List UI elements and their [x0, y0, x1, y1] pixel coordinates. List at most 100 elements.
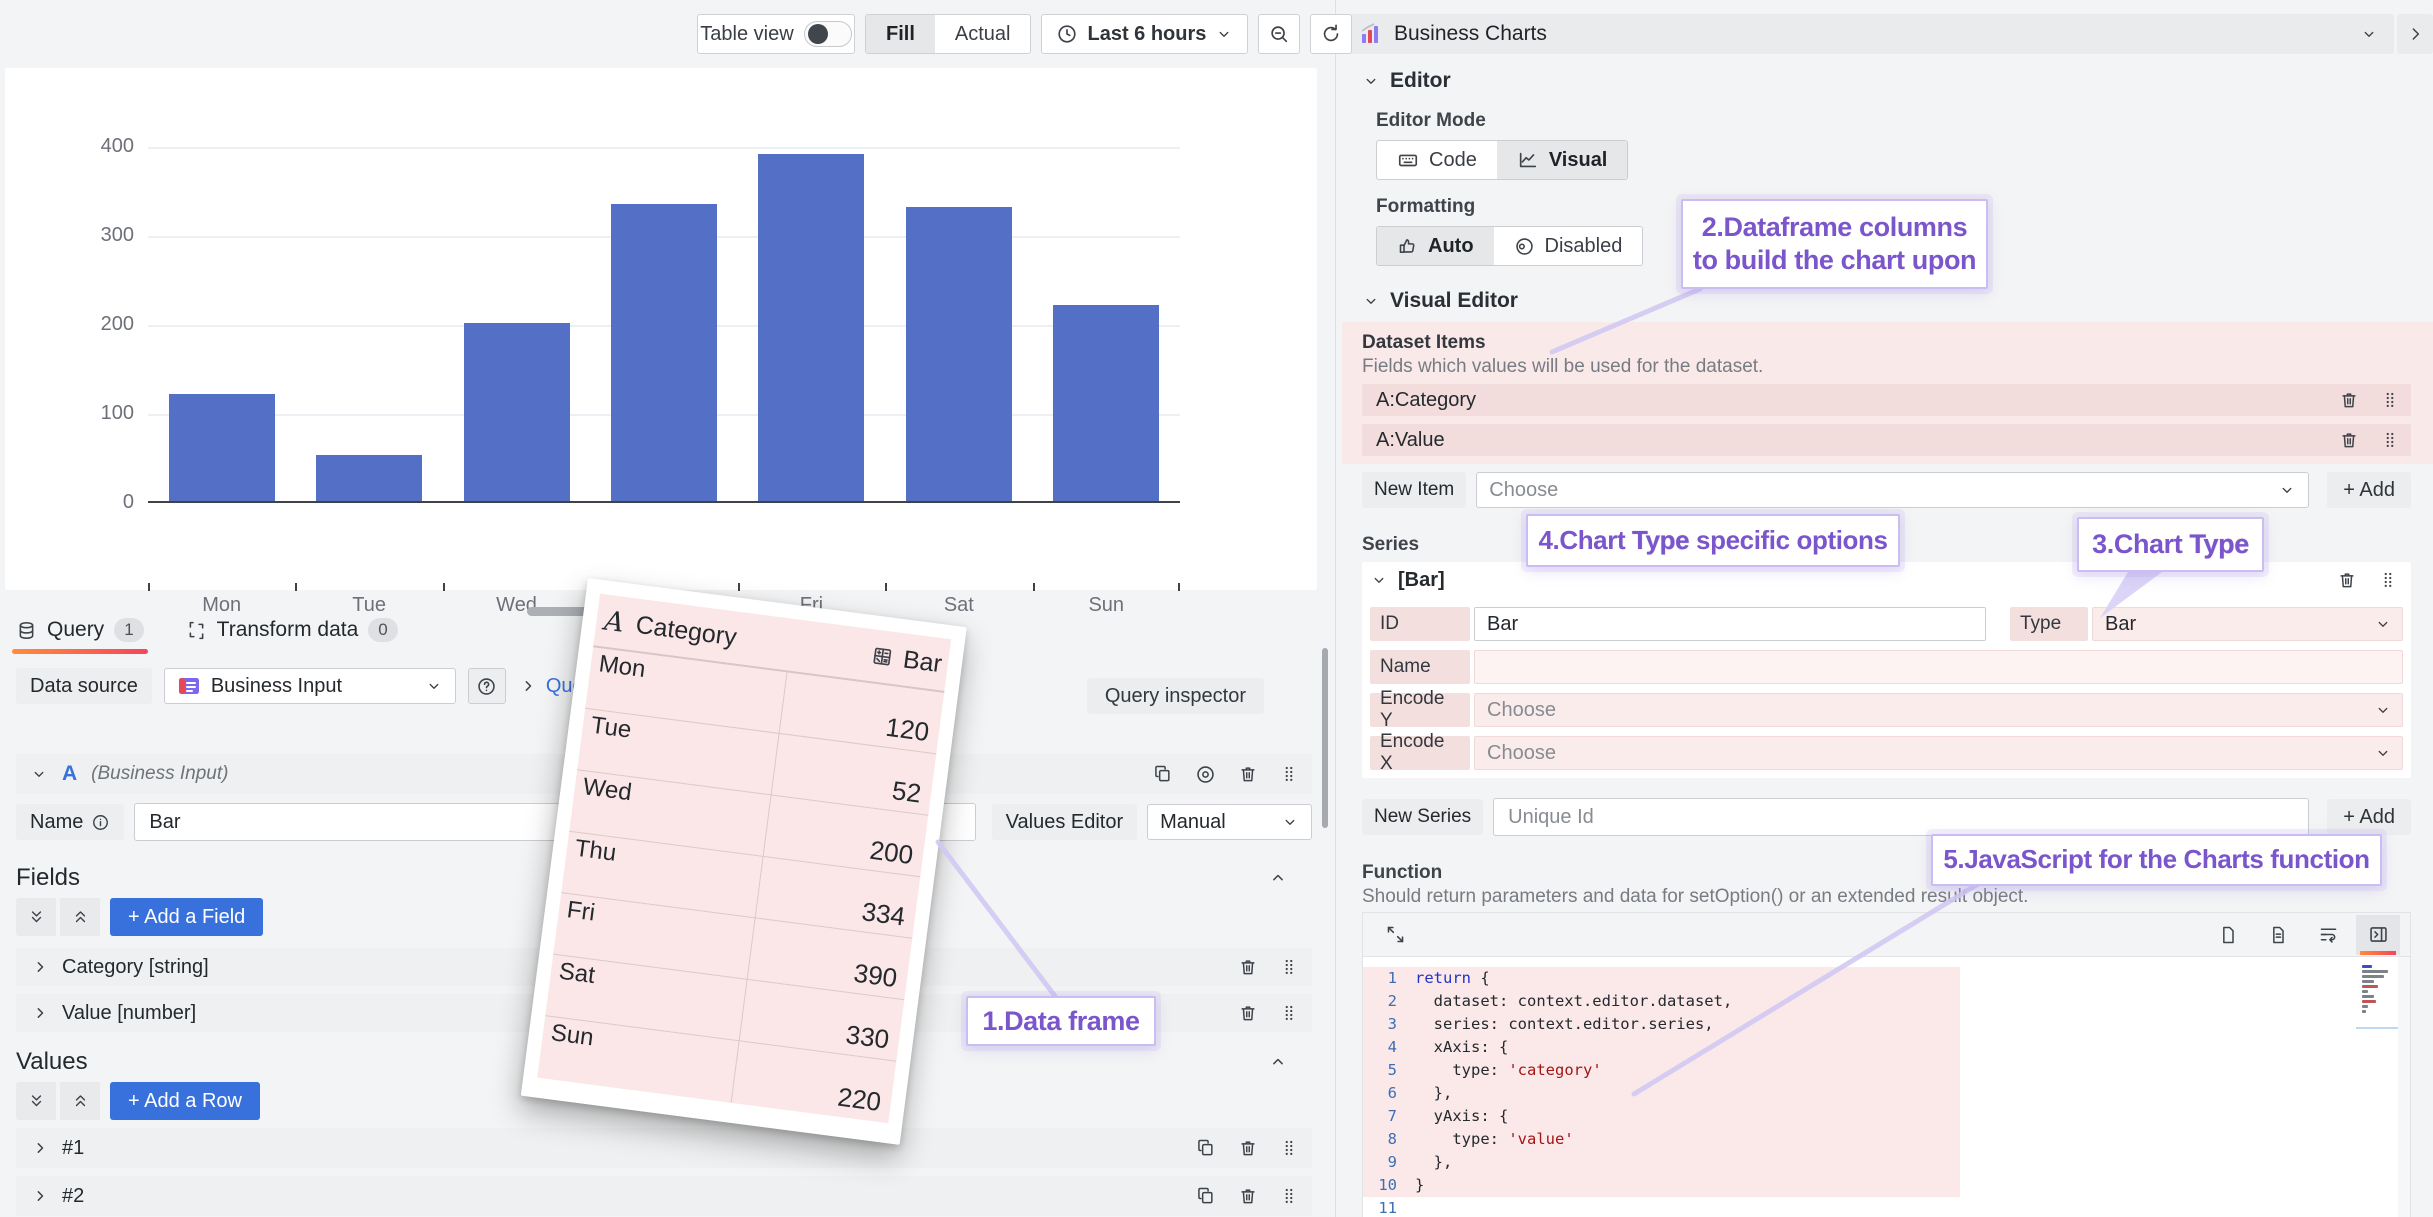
toggle-visibility-icon[interactable] [1195, 764, 1216, 785]
collapse-all-button[interactable] [16, 898, 56, 936]
datasource-label: Data source [16, 668, 152, 704]
editor-category[interactable]: Editor [1362, 68, 2411, 94]
add-item-button[interactable]: + Add [2327, 472, 2411, 508]
series-encode-x-row: Encode X Choose [1370, 731, 2403, 774]
table-view-toggle-group[interactable]: Table view [697, 14, 855, 54]
wrap-lines-button[interactable] [2306, 915, 2350, 955]
bar-sat[interactable] [905, 207, 1012, 501]
panel-right-icon [2368, 924, 2389, 945]
dataset-item[interactable]: A:Value [1362, 424, 2411, 456]
duplicate-query-icon[interactable] [1153, 764, 1173, 784]
dataframe-header: A Category Bar [593, 593, 952, 693]
tab-query[interactable]: Query 1 [12, 608, 148, 654]
expand-all-button[interactable] [60, 898, 100, 936]
bar-tue[interactable] [316, 454, 423, 501]
trash-icon[interactable] [1238, 1003, 1258, 1023]
delete-series-icon[interactable] [2337, 570, 2357, 590]
encode-x-select[interactable]: Choose [1474, 736, 2403, 770]
visualization-picker[interactable]: Business Charts [1342, 14, 2394, 54]
fill-option[interactable]: Fill [866, 15, 935, 53]
formatting-auto[interactable]: Auto [1377, 227, 1494, 265]
double-chevron-up-icon [71, 1092, 90, 1111]
series-id-input[interactable]: Bar [1474, 607, 1986, 641]
chevron-right-icon [30, 1138, 50, 1158]
left-pane-scrollbar[interactable] [1322, 648, 1328, 828]
code-editor-body[interactable]: 1 return {2 dataset: context.editor.datas… [1363, 957, 2410, 1217]
code-line: 6 }, [1387, 1084, 1453, 1102]
series-type-select[interactable]: Bar [2092, 607, 2403, 641]
bar-sun[interactable] [1053, 305, 1160, 501]
tab-transform-data[interactable]: Transform data 0 [186, 608, 398, 652]
bar-wed[interactable] [463, 323, 570, 501]
code-line: 3 series: context.editor.series, [1387, 1015, 1714, 1033]
bar-fri[interactable] [758, 153, 865, 501]
trash-icon[interactable] [2339, 390, 2359, 410]
series-name-input[interactable] [1474, 650, 2403, 684]
expand-all-button[interactable] [60, 1082, 100, 1120]
query-inspector-button[interactable]: Query inspector [1086, 678, 1264, 714]
values-editor-value: Manual [1160, 810, 1226, 833]
copy-icon[interactable] [1196, 1186, 1216, 1206]
formatting-disabled[interactable]: Disabled [1494, 227, 1643, 265]
trash-icon[interactable] [2339, 430, 2359, 450]
actual-option[interactable]: Actual [954, 22, 1011, 45]
editor-mode-visual[interactable]: Visual [1496, 141, 1628, 179]
add-row-button[interactable]: + Add a Row [110, 1082, 260, 1120]
values-section-header: Values [16, 1048, 1312, 1076]
editor-mode-code[interactable]: Code [1377, 141, 1497, 179]
table-view-switch[interactable] [803, 21, 852, 47]
collapse-icon[interactable] [1268, 1052, 1288, 1072]
copy-icon[interactable] [1196, 1138, 1216, 1158]
drag-handle-icon[interactable] [1280, 765, 1298, 783]
value-row[interactable]: #1 [16, 1128, 1312, 1168]
time-range-picker[interactable]: Last 6 hours [1041, 14, 1249, 54]
drag-handle-icon[interactable] [2381, 391, 2399, 409]
dataset-item[interactable]: A:Category [1362, 384, 2411, 416]
new-file-button[interactable] [2206, 915, 2250, 955]
code-minimap[interactable] [2356, 963, 2398, 1029]
datasource-help-button[interactable] [467, 668, 506, 704]
drag-handle-icon[interactable] [2379, 571, 2397, 589]
editor-scrollbar-track[interactable] [2398, 957, 2410, 1217]
dataset-items-description: Fields which values will be used for the… [1362, 356, 1764, 377]
x-axis-label: Mon [202, 594, 242, 616]
bar-mon[interactable] [168, 394, 275, 501]
value-row[interactable]: #2 [16, 1176, 1312, 1216]
values-editor-select[interactable]: Manual [1147, 804, 1312, 840]
code-line: 4 xAxis: { [1387, 1038, 1509, 1056]
query-letter: A [62, 762, 78, 785]
drag-handle-icon[interactable] [2381, 431, 2399, 449]
trash-icon[interactable] [1238, 1186, 1258, 1206]
file-details-button[interactable] [2256, 915, 2300, 955]
bar-thu[interactable] [611, 203, 717, 501]
add-series-button[interactable]: + Add [2327, 799, 2411, 835]
trash-icon[interactable] [1238, 957, 1258, 977]
new-series-input[interactable]: Unique Id [1493, 798, 2310, 836]
delete-query-icon[interactable] [1238, 764, 1258, 784]
add-field-button[interactable]: + Add a Field [110, 898, 264, 936]
expand-editor-button[interactable] [1373, 915, 1417, 955]
visual-editor-category[interactable]: Visual Editor [1362, 288, 2411, 314]
chart-panel: MonTueWedThuFriSatSun0100200300400 [5, 68, 1317, 616]
drag-handle-icon[interactable] [1280, 958, 1298, 976]
encode-y-select[interactable]: Choose [1474, 693, 2403, 727]
new-item-select[interactable]: Choose [1476, 472, 2310, 508]
y-axis-label: 100 [100, 402, 134, 424]
refresh-button[interactable] [1310, 14, 1353, 54]
drag-handle-icon[interactable] [1280, 1004, 1298, 1022]
editor-mode-label: Editor Mode [1376, 110, 1486, 131]
value-rows: #1 #2 [16, 1128, 1312, 1216]
collapse-all-button[interactable] [16, 1082, 56, 1120]
drag-handle-icon[interactable] [1280, 1187, 1298, 1205]
zoom-out-button[interactable] [1258, 14, 1301, 54]
collapse-icon[interactable] [1268, 868, 1288, 888]
minimap-toggle-button[interactable] [2356, 914, 2400, 955]
drag-handle-icon[interactable] [1280, 1139, 1298, 1157]
trash-icon[interactable] [1238, 1138, 1258, 1158]
series-bar-header[interactable]: [Bar] [1370, 562, 2403, 598]
datasource-select[interactable]: Business Input [163, 668, 456, 704]
collapse-pane-button[interactable] [2397, 14, 2433, 54]
series-label: Series [1362, 534, 1420, 555]
dataframe-category: Sat [557, 957, 597, 990]
name-label: Name [16, 804, 125, 840]
